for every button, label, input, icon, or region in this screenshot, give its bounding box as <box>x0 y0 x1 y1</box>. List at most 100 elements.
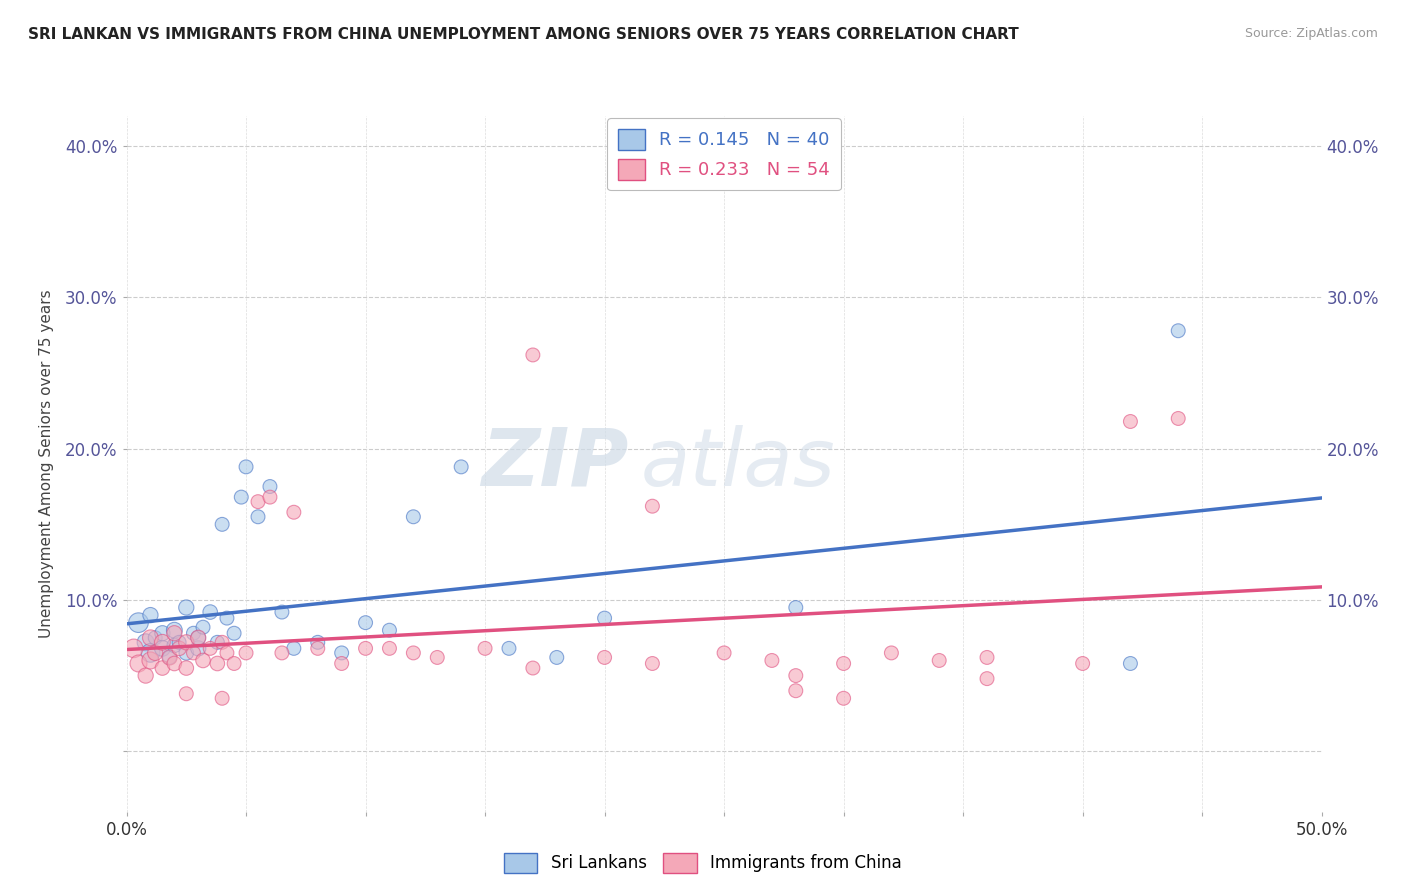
Point <box>928 653 950 667</box>
Point <box>522 348 544 362</box>
Point <box>139 646 162 660</box>
Point <box>235 459 257 474</box>
Point <box>283 641 305 656</box>
Point <box>187 641 209 656</box>
Point <box>270 605 294 619</box>
Text: ZIP: ZIP <box>481 425 628 503</box>
Point <box>127 657 149 671</box>
Point <box>546 650 568 665</box>
Point <box>211 635 233 649</box>
Point <box>211 517 233 532</box>
Point <box>832 691 855 706</box>
Point <box>641 499 664 513</box>
Point <box>235 646 257 660</box>
Point <box>832 657 855 671</box>
Point <box>307 635 329 649</box>
Point <box>474 641 496 656</box>
Point <box>163 638 186 652</box>
Point <box>402 646 425 660</box>
Point <box>222 657 246 671</box>
Point <box>159 650 181 665</box>
Point <box>187 631 209 645</box>
Point <box>378 641 401 656</box>
Point <box>785 683 807 698</box>
Point <box>200 605 222 619</box>
Point <box>135 635 157 649</box>
Point <box>163 626 186 640</box>
Legend: Sri Lankans, Immigrants from China: Sri Lankans, Immigrants from China <box>498 847 908 880</box>
Point <box>307 641 329 656</box>
Point <box>330 646 353 660</box>
Point <box>450 459 472 474</box>
Point <box>211 691 233 706</box>
Point <box>150 635 174 649</box>
Text: atlas: atlas <box>640 425 835 503</box>
Text: Source: ZipAtlas.com: Source: ZipAtlas.com <box>1244 27 1378 40</box>
Point <box>354 641 377 656</box>
Point <box>174 646 197 660</box>
Point <box>207 635 229 649</box>
Point <box>976 672 998 686</box>
Point <box>522 661 544 675</box>
Point <box>215 646 238 660</box>
Point <box>150 626 174 640</box>
Point <box>222 626 246 640</box>
Point <box>1167 324 1189 338</box>
Point <box>191 653 214 667</box>
Point <box>1119 657 1142 671</box>
Point <box>174 635 197 649</box>
Point <box>167 641 190 656</box>
Point <box>593 611 616 625</box>
Point <box>143 646 166 660</box>
Point <box>135 668 157 682</box>
Point <box>167 635 190 649</box>
Point <box>183 646 205 660</box>
Point <box>122 641 145 656</box>
Point <box>259 479 281 493</box>
Point <box>247 509 270 524</box>
Point <box>139 631 162 645</box>
Point <box>127 615 149 630</box>
Point <box>498 641 520 656</box>
Point <box>174 600 197 615</box>
Point <box>259 490 281 504</box>
Point <box>761 653 783 667</box>
Point <box>976 650 998 665</box>
Point <box>150 641 174 656</box>
Point <box>159 650 181 665</box>
Point <box>641 657 664 671</box>
Point <box>143 631 166 645</box>
Point <box>785 600 807 615</box>
Point <box>270 646 294 660</box>
Point <box>785 668 807 682</box>
Point <box>713 646 735 660</box>
Point <box>163 624 186 638</box>
Point <box>1167 411 1189 425</box>
Point <box>593 650 616 665</box>
Point <box>163 657 186 671</box>
Point <box>330 657 353 671</box>
Point <box>207 657 229 671</box>
Point <box>402 509 425 524</box>
Point <box>247 494 270 508</box>
Point <box>283 505 305 519</box>
Point <box>150 661 174 675</box>
Point <box>378 624 401 638</box>
Point <box>1071 657 1094 671</box>
Point <box>200 641 222 656</box>
Point <box>880 646 903 660</box>
Point <box>183 626 205 640</box>
Point <box>1119 415 1142 429</box>
Y-axis label: Unemployment Among Seniors over 75 years: Unemployment Among Seniors over 75 years <box>39 290 53 638</box>
Point <box>139 653 162 667</box>
Point <box>426 650 449 665</box>
Point <box>191 620 214 634</box>
Text: SRI LANKAN VS IMMIGRANTS FROM CHINA UNEMPLOYMENT AMONG SENIORS OVER 75 YEARS COR: SRI LANKAN VS IMMIGRANTS FROM CHINA UNEM… <box>28 27 1019 42</box>
Point <box>354 615 377 630</box>
Point <box>174 661 197 675</box>
Point <box>215 611 238 625</box>
Point <box>231 490 253 504</box>
Point <box>139 608 162 623</box>
Point <box>187 631 209 645</box>
Legend: R = 0.145   N = 40, R = 0.233   N = 54: R = 0.145 N = 40, R = 0.233 N = 54 <box>607 118 841 190</box>
